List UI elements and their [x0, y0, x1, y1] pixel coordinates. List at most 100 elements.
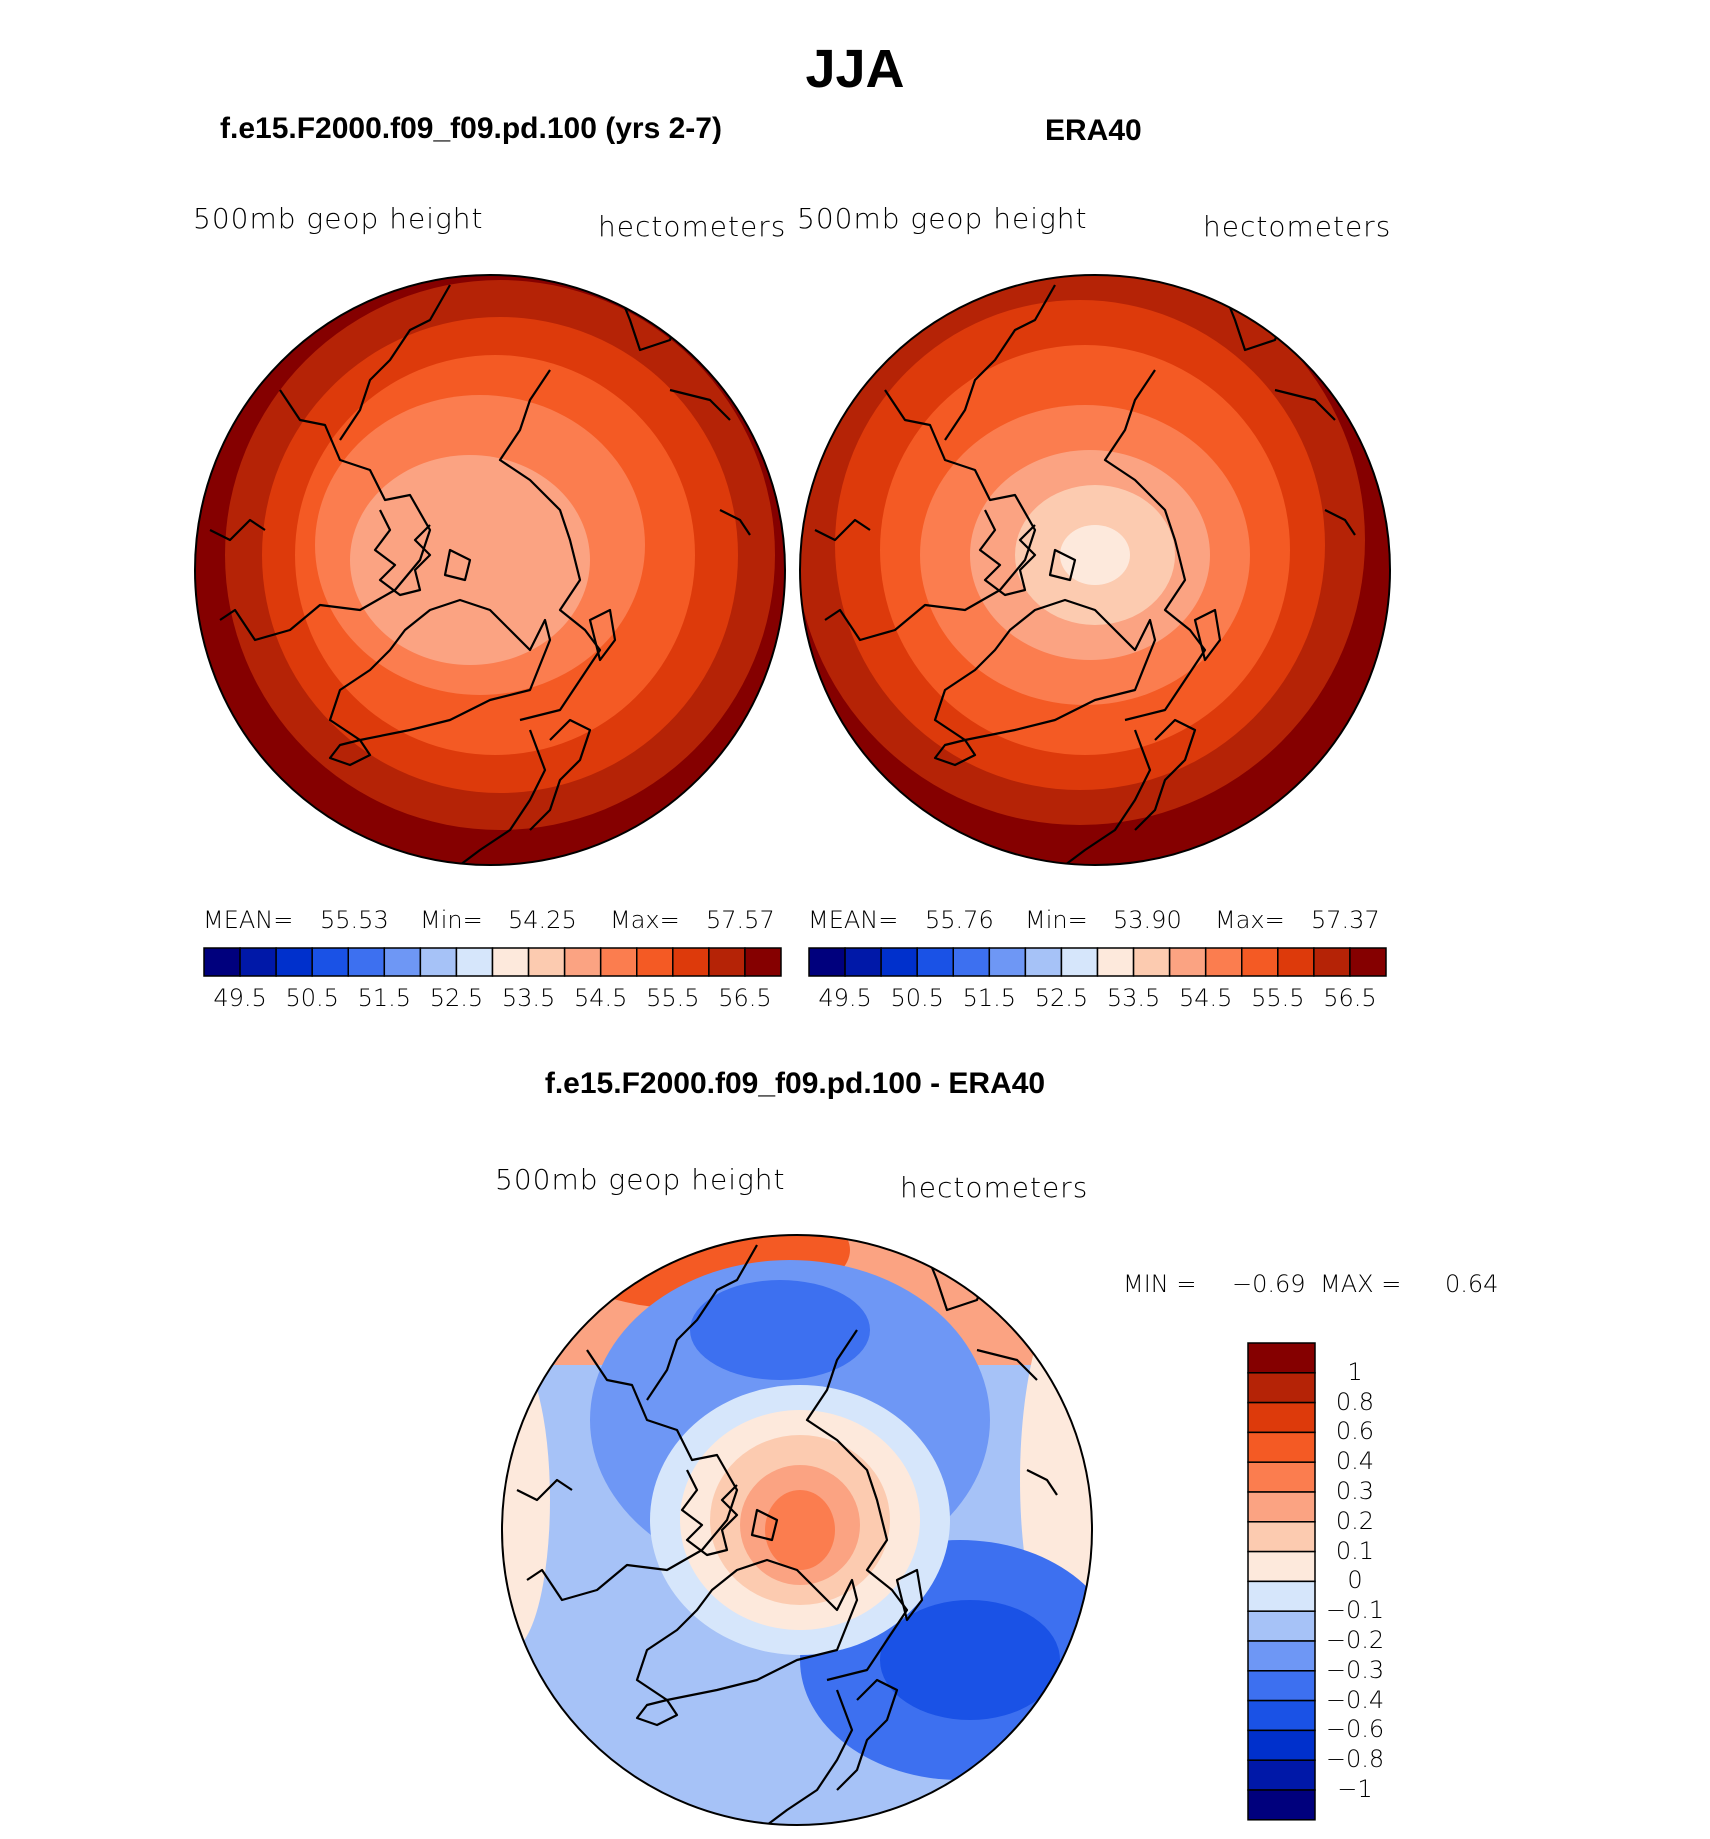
obs-colorbar-tick-label: 50.5: [890, 984, 944, 1012]
diff-map-border: [501, 1234, 1093, 1826]
model-variable-label: 500mb geop height: [193, 202, 484, 235]
figure-title: JJA: [805, 39, 905, 99]
diff-colorbar-tick-label: −0.1: [1325, 1596, 1385, 1625]
obs-colorbar-box: [1349, 947, 1387, 977]
model-colorbar-box: [491, 947, 530, 977]
model-colorbar-tick-label: 54.5: [573, 984, 628, 1012]
diff-panel-title: f.e15.F2000.f09_f09.pd.100 - ERA40: [544, 1067, 1046, 1100]
obs-colorbar: [808, 947, 1387, 977]
diff-colorbar-tick-label: 1: [1347, 1357, 1363, 1386]
model-colorbar-box: [599, 947, 638, 977]
model-panel-title: f.e15.F2000.f09_f09.pd.100 (yrs 2-7): [220, 112, 722, 145]
diff-colorbar-tick-label: 0: [1347, 1566, 1363, 1595]
model-colorbar-tick-label: 49.5: [213, 984, 267, 1012]
model-colorbar-box: [311, 947, 349, 977]
obs-colorbar-box: [1313, 947, 1351, 977]
model-colorbar-box: [203, 947, 241, 977]
model-units-label: hectometers: [598, 210, 787, 243]
model-colorbar-box: [744, 947, 782, 977]
model-mean-value: 55.53: [320, 906, 389, 934]
model-colorbar-box: [419, 947, 458, 977]
model-colorbar: [203, 947, 782, 977]
obs-colorbar-box: [1241, 947, 1279, 977]
obs-colorbar-box: [916, 947, 954, 977]
obs-colorbar-box: [952, 947, 991, 977]
diff-colorbar-box: [1247, 1431, 1316, 1463]
diff-colorbar-box: [1247, 1342, 1316, 1374]
obs-colorbar-box: [1096, 947, 1135, 977]
model-colorbar-tick-label: 52.5: [429, 984, 484, 1012]
obs-max-value: 57.37: [1311, 906, 1380, 934]
diff-colorbar-tick-label: −0.3: [1325, 1655, 1385, 1684]
diff-colorbar-box: [1247, 1729, 1316, 1761]
diff-colorbar-box: [1247, 1521, 1316, 1553]
diff-colorbar-tick-label: 0.2: [1335, 1506, 1375, 1535]
diff-colorbar-box: [1247, 1699, 1316, 1732]
model-min-label: Min=: [420, 906, 483, 934]
obs-colorbar-box: [1132, 947, 1171, 977]
diff-colorbar-tick-label: 0.3: [1335, 1477, 1375, 1505]
obs-colorbar-box: [1060, 947, 1099, 977]
diff-colorbar-tick-label: −1: [1337, 1775, 1373, 1803]
obs-colorbar-box: [880, 947, 918, 977]
diff-colorbar-tick-label: −0.2: [1325, 1626, 1385, 1654]
obs-max-label: Max=: [1215, 906, 1285, 934]
diff-colorbar-box: [1247, 1550, 1316, 1583]
model-colorbar-box: [455, 947, 494, 977]
diff-min-label: MIN =: [1123, 1270, 1197, 1298]
obs-colorbar-tick-label: 51.5: [962, 984, 1017, 1012]
diff-colorbar-box: [1247, 1580, 1316, 1612]
obs-map-border: [799, 274, 1391, 866]
model-colorbar-tick-label: 55.5: [646, 984, 700, 1012]
model-colorbar-box: [527, 947, 566, 977]
obs-min-label: Min=: [1025, 906, 1088, 934]
model-colorbar-box: [275, 947, 313, 977]
model-colorbar-box: [636, 947, 674, 977]
obs-colorbar-box: [1204, 947, 1243, 977]
obs-colorbar-tick-label: 53.5: [1106, 984, 1161, 1012]
model-colorbar-box: [672, 947, 710, 977]
diff-colorbar-tick-label: 0.4: [1335, 1447, 1375, 1476]
diff-colorbar-box: [1247, 1759, 1316, 1791]
diff-max-value: 0.64: [1445, 1270, 1499, 1298]
obs-colorbar-tick-label: 56.5: [1323, 984, 1377, 1012]
model-max-label: Max=: [610, 906, 680, 934]
diff-variable-label: 500mb geop height: [495, 1163, 786, 1196]
model-colorbar-tick-label: 56.5: [718, 984, 772, 1012]
diff-colorbar-tick-label: 0.6: [1335, 1417, 1375, 1446]
diff-colorbar-tick-label: −0.8: [1325, 1745, 1385, 1774]
obs-map: [800, 275, 1390, 865]
obs-panel-title: ERA40: [1045, 114, 1142, 147]
model-colorbar-box: [563, 947, 602, 977]
obs-colorbar-box: [808, 947, 846, 977]
obs-mean-label: MEAN=: [808, 906, 899, 934]
obs-colorbar-box: [1168, 947, 1207, 977]
obs-units-label: hectometers: [1203, 210, 1392, 243]
obs-colorbar-tick-label: 54.5: [1178, 984, 1233, 1012]
model-min-value: 54.25: [508, 906, 577, 934]
model-map-border: [194, 274, 786, 866]
model-colorbar-tick-label: 53.5: [501, 984, 556, 1012]
model-colorbar-tick-label: 50.5: [285, 984, 339, 1012]
obs-variable-label: 500mb geop height: [797, 202, 1088, 235]
diff-colorbar-box: [1247, 1670, 1316, 1702]
diff-colorbar: [1247, 1342, 1316, 1821]
diff-colorbar-box: [1247, 1491, 1316, 1523]
diff-colorbar-tick-label: −0.4: [1325, 1685, 1385, 1714]
diff-colorbar-tick-label: 0.8: [1335, 1387, 1375, 1416]
diff-colorbar-box: [1247, 1401, 1316, 1434]
model-colorbar-tick-label: 51.5: [357, 984, 412, 1012]
model-colorbar-box: [239, 947, 277, 977]
diff-colorbar-tick-label: 0.1: [1335, 1536, 1375, 1565]
diff-colorbar-box: [1247, 1640, 1316, 1672]
obs-colorbar-box: [844, 947, 882, 977]
obs-colorbar-tick-label: 52.5: [1034, 984, 1089, 1012]
diff-colorbar-box: [1247, 1610, 1316, 1642]
model-map: [195, 275, 785, 865]
model-colorbar-box: [347, 947, 386, 977]
diff-colorbar-box: [1247, 1461, 1316, 1493]
diff-colorbar-tick-label: −0.6: [1325, 1715, 1385, 1744]
diff-colorbar-box: [1247, 1372, 1316, 1404]
model-colorbar-box: [708, 947, 746, 977]
